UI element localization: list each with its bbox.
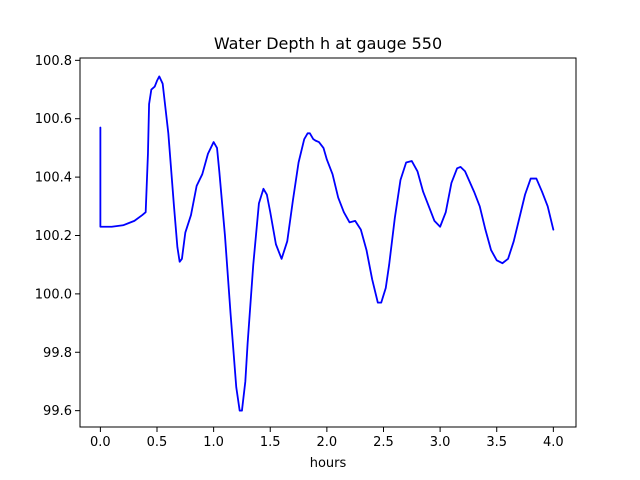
chart-title: Water Depth h at gauge 550 <box>214 34 442 53</box>
series-line-0 <box>99 75 555 412</box>
x-tick-label: 1.5 <box>260 435 281 450</box>
y-tick-label: 100.4 <box>35 171 72 186</box>
y-tick-label: 100.6 <box>35 112 72 127</box>
plot-frame <box>79 57 577 428</box>
plot-area <box>79 57 577 428</box>
y-axis: 99.6 99.8 100.0 100.2 100.4 100.6 100.8 <box>35 54 80 419</box>
x-tick-label: 3.5 <box>486 435 507 450</box>
x-tick-label: 2.5 <box>373 435 394 450</box>
y-tick-label: 100.8 <box>35 54 72 69</box>
x-tick-label: 3.0 <box>430 435 451 450</box>
y-tick-label: 99.6 <box>43 404 72 419</box>
y-tick-label: 100.0 <box>35 287 72 302</box>
x-axis-label: hours <box>310 456 347 471</box>
x-tick-label: 1.0 <box>203 435 224 450</box>
x-tick-label: 0.5 <box>147 435 168 450</box>
y-tick-label: 100.2 <box>35 229 72 244</box>
x-tick-label: 0.0 <box>90 435 111 450</box>
y-tick-label: 99.8 <box>43 346 72 361</box>
x-tick-label: 2.0 <box>317 435 338 450</box>
x-axis: 0.0 0.5 1.0 1.5 2.0 2.5 3.0 3.5 4.0 <box>90 427 564 450</box>
x-tick-label: 4.0 <box>543 435 564 450</box>
